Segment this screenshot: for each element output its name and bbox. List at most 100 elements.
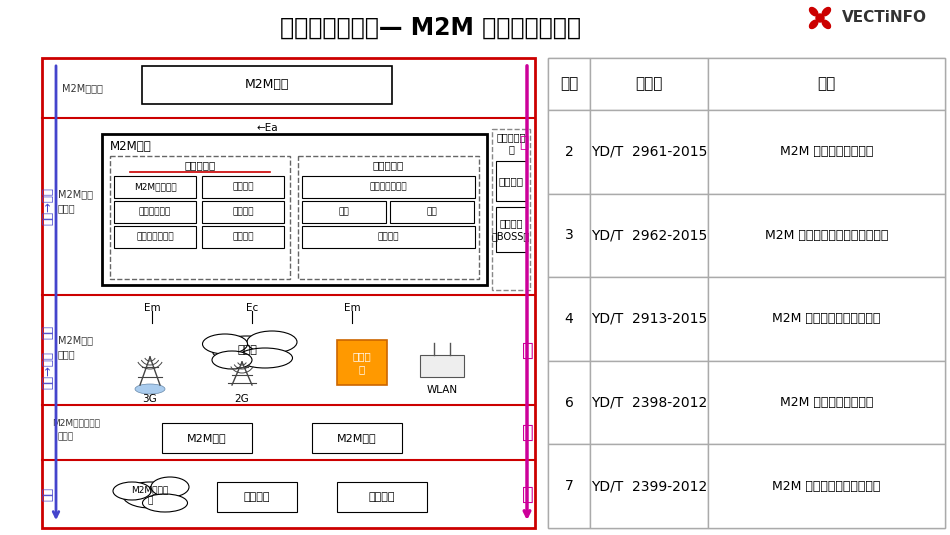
Text: 6: 6 xyxy=(564,395,574,410)
Text: 网管系统: 网管系统 xyxy=(499,176,523,186)
Text: 4: 4 xyxy=(564,312,574,326)
Text: M2M 终端设备业务能力技术要求: M2M 终端设备业务能力技术要求 xyxy=(765,229,888,242)
Text: M2M平台: M2M平台 xyxy=(110,140,152,152)
Bar xyxy=(708,277,945,361)
Text: 通信: 通信 xyxy=(42,325,54,339)
Text: 管: 管 xyxy=(522,340,534,360)
Bar xyxy=(114,201,196,223)
Text: 接入控制: 接入控制 xyxy=(378,233,399,241)
Bar xyxy=(162,423,252,453)
Text: M2M网关: M2M网关 xyxy=(187,433,227,443)
Text: 7: 7 xyxy=(564,479,574,493)
Bar xyxy=(548,110,590,194)
Ellipse shape xyxy=(202,334,248,354)
Bar xyxy=(312,423,402,453)
Bar xyxy=(298,156,479,279)
Bar xyxy=(548,277,590,361)
Text: 数据存储与转发: 数据存储与转发 xyxy=(136,233,174,241)
Bar xyxy=(217,482,297,512)
Text: M2M 业务平台技术要求: M2M 业务平台技术要求 xyxy=(780,146,873,158)
Text: 通信→信息: 通信→信息 xyxy=(42,351,54,389)
Text: M2M终端: M2M终端 xyxy=(337,433,377,443)
Bar xyxy=(590,110,708,194)
Bar xyxy=(202,201,284,223)
Bar xyxy=(548,194,590,277)
Text: Em: Em xyxy=(143,303,161,313)
Text: YD/T  2961-2015: YD/T 2961-2015 xyxy=(591,145,707,159)
Bar xyxy=(590,58,708,110)
Text: Ec: Ec xyxy=(246,303,258,313)
Bar xyxy=(590,277,708,361)
Bar xyxy=(302,226,475,248)
Bar xyxy=(202,226,284,248)
Bar xyxy=(102,134,487,285)
Bar xyxy=(496,161,526,201)
Bar xyxy=(110,156,290,279)
Text: 边: 边 xyxy=(522,423,534,442)
Bar xyxy=(590,445,708,528)
Bar xyxy=(548,361,590,445)
Ellipse shape xyxy=(142,494,187,512)
Text: 群组管理: 群组管理 xyxy=(232,182,254,192)
Text: M2M业务: M2M业务 xyxy=(58,189,93,200)
Bar xyxy=(548,58,590,110)
Bar xyxy=(708,361,945,445)
Text: M2M应用层: M2M应用层 xyxy=(62,83,103,93)
Ellipse shape xyxy=(247,331,297,353)
Bar xyxy=(708,445,945,528)
Text: M2M 应用通信协议技术要求: M2M 应用通信协议技术要求 xyxy=(772,480,881,493)
Text: 标识管理和寻址: 标识管理和寻址 xyxy=(370,182,408,192)
Text: 3G: 3G xyxy=(142,394,158,404)
Text: 管理支撑系
统: 管理支撑系 统 xyxy=(496,132,525,154)
Ellipse shape xyxy=(238,348,293,368)
Text: 端: 端 xyxy=(522,485,534,503)
Text: 核心网: 核心网 xyxy=(238,345,256,355)
Text: 计费系统
（BOSS）: 计费系统 （BOSS） xyxy=(492,218,530,241)
Text: M2M 通信系统增强安全要求: M2M 通信系统增强安全要求 xyxy=(772,312,881,325)
Text: WLAN: WLAN xyxy=(427,385,458,395)
Text: ←Ea: ←Ea xyxy=(256,123,277,133)
Bar xyxy=(337,340,387,385)
Bar xyxy=(420,355,464,377)
Text: 资源管理: 资源管理 xyxy=(232,208,254,217)
Text: 云: 云 xyxy=(519,135,528,150)
Text: 信息→业务: 信息→业务 xyxy=(42,188,54,225)
Ellipse shape xyxy=(212,351,252,369)
Text: YD/T  2913-2015: YD/T 2913-2015 xyxy=(591,312,707,326)
Text: 延伸层: 延伸层 xyxy=(58,432,74,441)
Text: 外部能力调用: 外部能力调用 xyxy=(139,208,171,217)
Text: 计费: 计费 xyxy=(338,208,350,217)
Ellipse shape xyxy=(212,336,282,364)
Bar xyxy=(496,207,526,252)
Bar xyxy=(590,194,708,277)
Bar xyxy=(390,201,474,223)
Text: 业务能力集: 业务能力集 xyxy=(184,160,216,170)
Text: Em: Em xyxy=(344,303,360,313)
Text: 业务: 业务 xyxy=(42,487,54,501)
Bar xyxy=(337,482,427,512)
Text: 访问控制: 访问控制 xyxy=(232,233,254,241)
Ellipse shape xyxy=(151,477,189,497)
Bar xyxy=(114,176,196,198)
Ellipse shape xyxy=(135,384,165,394)
Circle shape xyxy=(816,14,824,22)
Text: 2G: 2G xyxy=(235,394,249,404)
Text: 能力层: 能力层 xyxy=(58,203,76,213)
Text: 序号: 序号 xyxy=(560,77,579,91)
Text: 终端外设: 终端外设 xyxy=(244,492,270,502)
Text: 2: 2 xyxy=(564,145,574,159)
Bar xyxy=(708,58,945,110)
Text: 公共能力集: 公共能力集 xyxy=(372,160,404,170)
Bar xyxy=(302,201,386,223)
Ellipse shape xyxy=(123,482,178,508)
Bar xyxy=(492,129,530,290)
Text: 网络层: 网络层 xyxy=(58,349,76,359)
Bar xyxy=(302,176,475,198)
Bar xyxy=(202,176,284,198)
Bar xyxy=(548,445,590,528)
Bar xyxy=(590,361,708,445)
Text: M2M应用: M2M应用 xyxy=(245,79,289,91)
Text: M2M末梢网
络: M2M末梢网 络 xyxy=(131,485,169,505)
Text: 物联网应用案例— M2M 网络结构及标准: 物联网应用案例— M2M 网络结构及标准 xyxy=(279,16,580,40)
Text: 3: 3 xyxy=(564,228,574,242)
